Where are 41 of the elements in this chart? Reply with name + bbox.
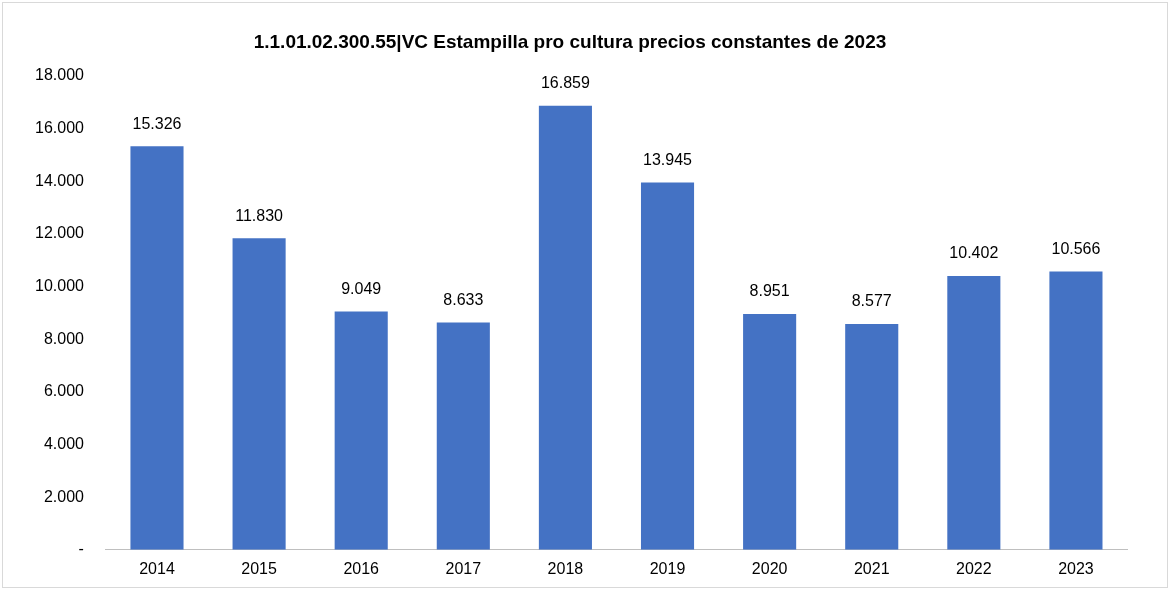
x-tick-label: 2016 — [343, 559, 380, 577]
y-tick-label: 4.000 — [43, 434, 85, 452]
data-label: 15.326 — [132, 114, 182, 132]
data-label: 11.830 — [235, 206, 284, 224]
data-label: 8.633 — [443, 290, 484, 308]
data-label: 10.566 — [1051, 239, 1101, 257]
bar — [232, 238, 286, 550]
x-tick-label: 2019 — [649, 559, 686, 577]
y-tick-label: - — [78, 540, 84, 558]
bar — [1049, 271, 1103, 550]
x-tick-label: 2015 — [241, 559, 277, 577]
data-label: 13.945 — [643, 150, 693, 168]
bar — [640, 182, 695, 550]
data-label: 8.577 — [851, 292, 892, 310]
x-tick-label: 2017 — [445, 559, 482, 577]
data-label: 8.951 — [749, 282, 790, 300]
y-tick-label: 18.000 — [35, 66, 85, 84]
bar — [334, 311, 388, 550]
data-label: 9.049 — [341, 279, 382, 297]
x-tick-label: 2018 — [547, 559, 584, 577]
data-label: 16.859 — [540, 74, 590, 92]
bar — [538, 105, 592, 550]
x-tick-label: 2021 — [853, 559, 890, 577]
bar — [947, 275, 1001, 550]
data-label: 10.402 — [949, 244, 999, 262]
y-tick-label: 12.000 — [35, 224, 85, 242]
bar — [436, 322, 490, 550]
y-tick-label: 6.000 — [43, 382, 85, 400]
chart-title: 1.1.01.02.300.55|VC Estampilla pro cultura precios constantes de 2023 — [253, 30, 887, 52]
y-tick-label: 10.000 — [35, 276, 85, 294]
x-tick-label: 2020 — [751, 559, 788, 577]
x-tick-label: 2022 — [956, 559, 992, 577]
y-tick-label: 16.000 — [35, 118, 85, 136]
y-tick-label: 8.000 — [43, 329, 85, 347]
bar — [743, 314, 797, 550]
y-tick-label: 14.000 — [35, 171, 85, 189]
bar — [130, 146, 184, 550]
y-tick-label: 2.000 — [43, 487, 85, 505]
bar — [845, 323, 899, 550]
x-tick-label: 2014 — [139, 559, 175, 577]
x-tick-label: 2023 — [1058, 559, 1094, 577]
